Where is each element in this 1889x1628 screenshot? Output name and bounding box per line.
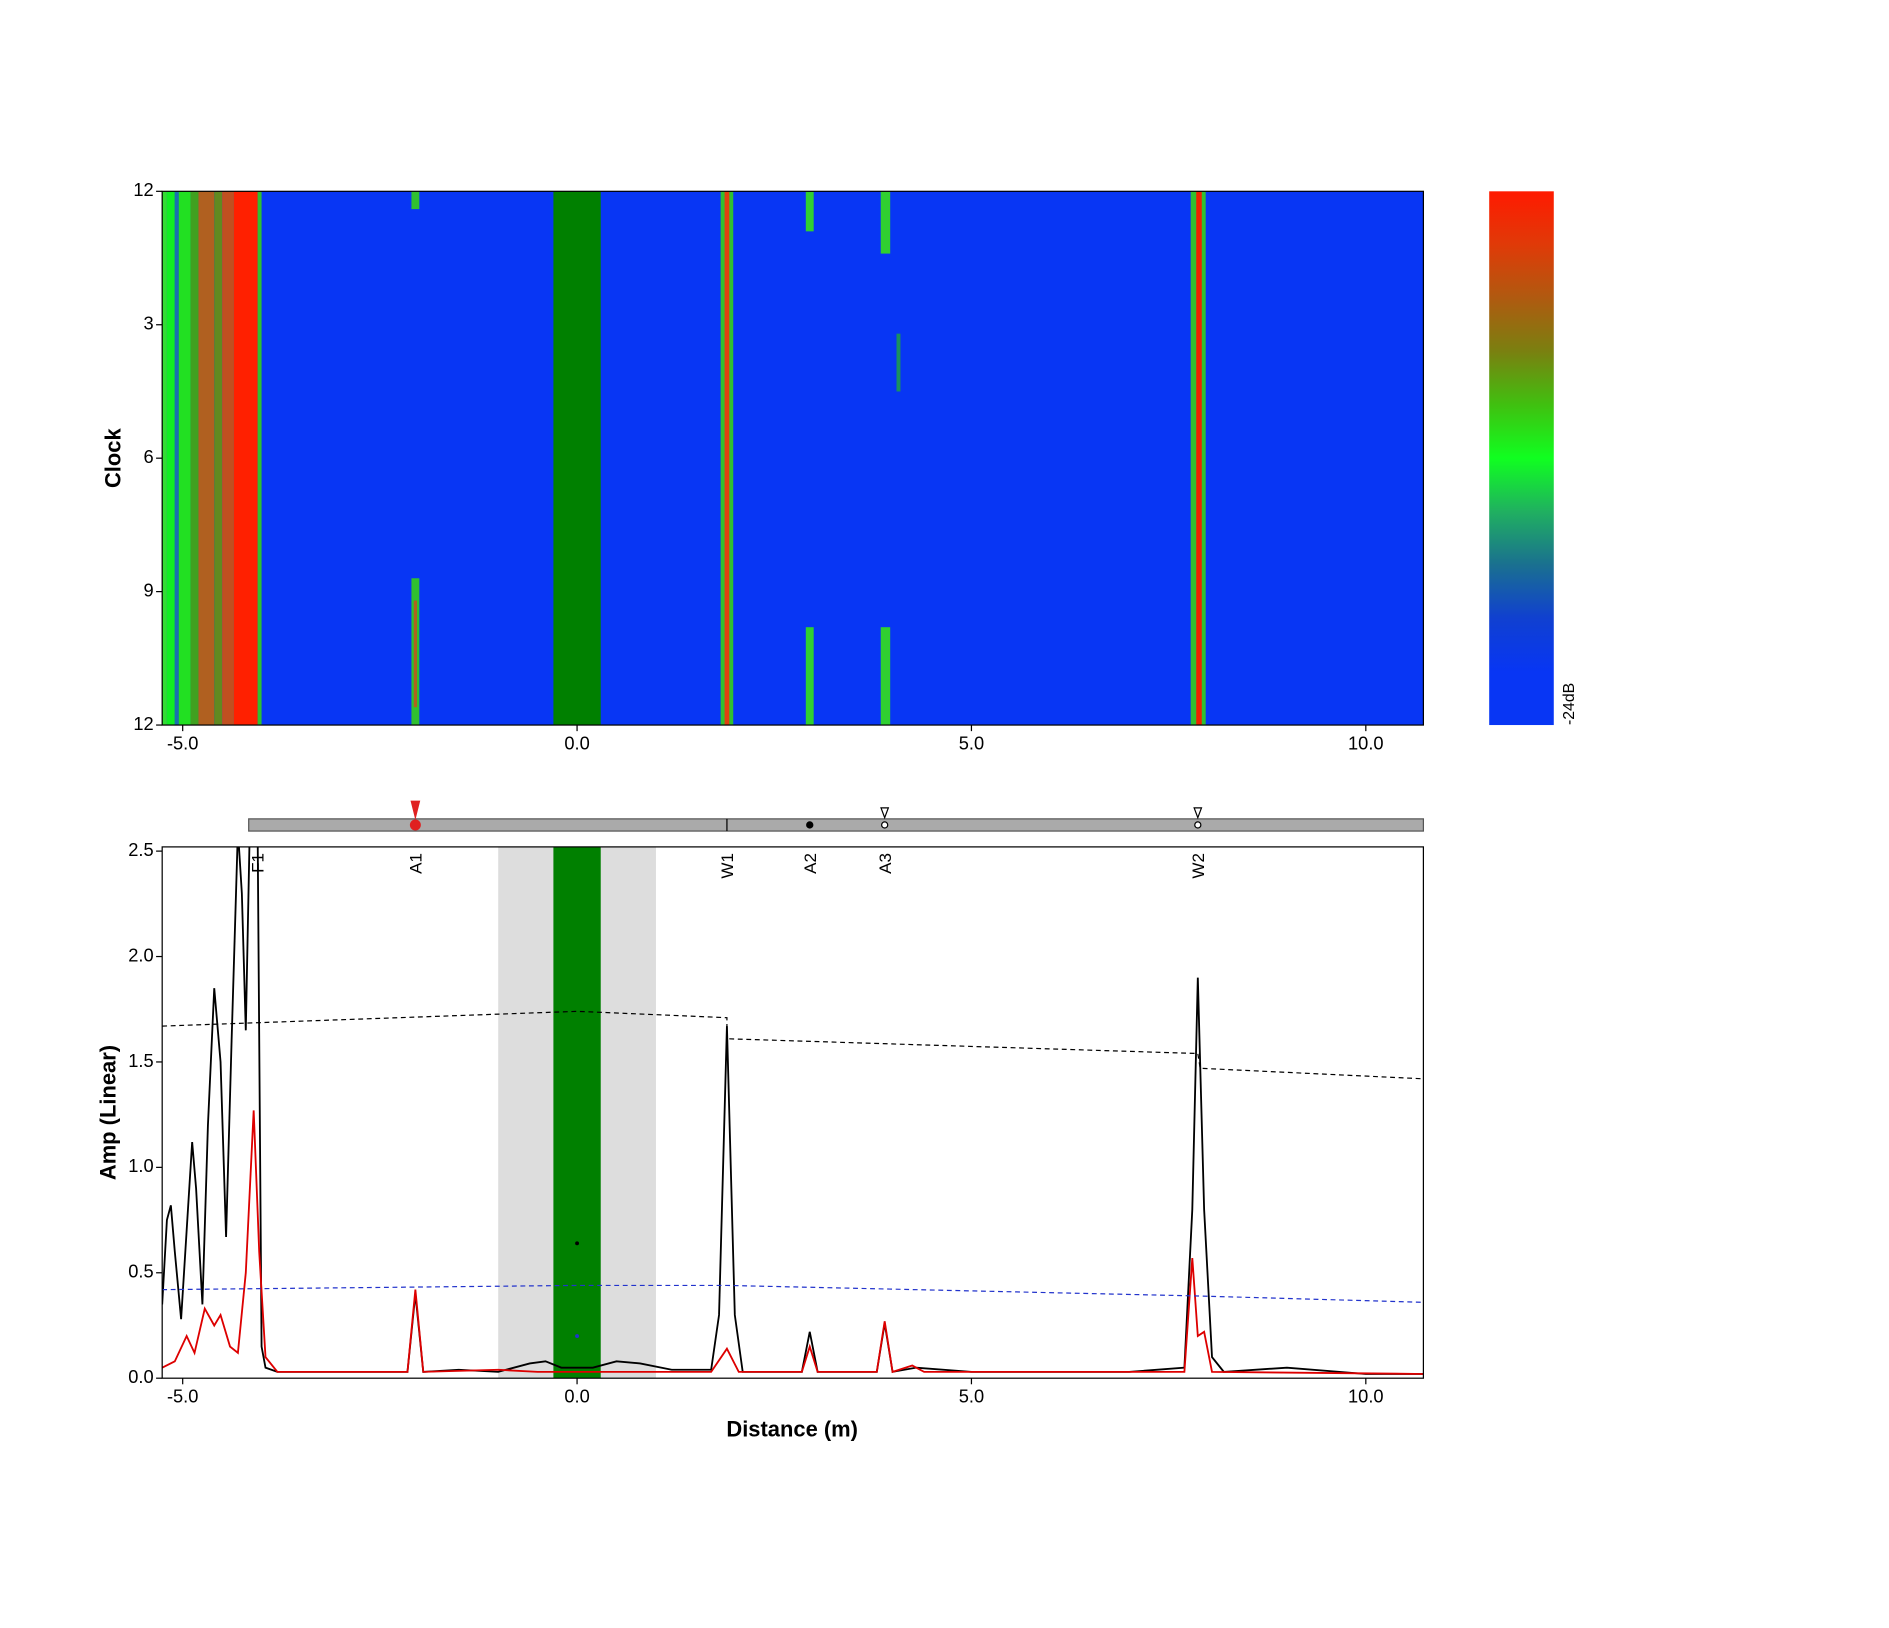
threshold-line (162, 1284, 1424, 1303)
heatmap-cell (162, 191, 167, 726)
signal-line (162, 846, 1424, 1375)
x-tick-label: 5.0 (959, 732, 984, 753)
heatmap-cell (805, 627, 814, 726)
feature-label: F1 (249, 853, 268, 873)
x-tick-label: 0.0 (564, 732, 589, 753)
feature-label: A3 (876, 853, 895, 874)
heatmap-cell (166, 191, 175, 726)
y-axis-title: Clock (100, 428, 125, 489)
point (575, 1241, 580, 1246)
x-tick-label: -5.0 (167, 732, 198, 753)
heatmap-cell (880, 191, 891, 254)
y-tick-label: 0.0 (128, 1366, 153, 1387)
heatmap-cell (257, 191, 262, 726)
heatmap-cell (174, 191, 179, 726)
heatmap-cell (553, 191, 601, 726)
feature-marker (410, 800, 421, 821)
feature-label: W1 (718, 853, 737, 879)
heatmap-cell (233, 191, 258, 726)
y-tick-label: 12 (133, 713, 153, 734)
y-tick-label: 9 (143, 579, 153, 600)
y-tick-label: 0.5 (128, 1261, 153, 1282)
heatmap-cell (413, 600, 417, 708)
heatmap-cell (724, 191, 730, 726)
x-axis-title: Distance (m) (726, 1416, 858, 1441)
heatmap-cell (222, 191, 234, 726)
x-tick-label: 10.0 (1348, 732, 1384, 753)
feature-marker (1193, 807, 1203, 820)
y-tick-label: 3 (143, 313, 153, 334)
y-tick-label: 1.5 (128, 1050, 153, 1071)
feature-marker (880, 807, 890, 820)
x-tick-label: 0.0 (564, 1386, 589, 1407)
y-tick-label: 2.5 (128, 839, 153, 860)
heatmap-cell (178, 191, 191, 726)
feature-bar (248, 818, 1425, 832)
feature-label: A2 (801, 853, 820, 874)
colorbar-label: -24dB (1561, 683, 1578, 725)
x-tick-label: -5.0 (167, 1386, 198, 1407)
feature-label: A1 (406, 853, 425, 874)
heatmap-cell (880, 627, 891, 726)
y-axis-title: Amp (Linear) (96, 1045, 121, 1180)
heatmap-cell (1196, 191, 1202, 726)
heatmap-cell (411, 191, 420, 210)
amplitude-plot (162, 846, 1424, 1379)
heatmap-cell (214, 191, 223, 726)
feature-marker (806, 821, 814, 829)
feature-marker (1194, 821, 1202, 829)
feature-marker (881, 821, 889, 829)
threshold-line (162, 1010, 1424, 1080)
colorbar (1489, 191, 1554, 726)
shaded-region (553, 846, 601, 1379)
y-tick-label: 12 (133, 179, 153, 200)
y-tick-label: 2.0 (128, 944, 153, 965)
heatmap-cell (190, 191, 199, 726)
heatmap-plot (162, 191, 1424, 726)
point (575, 1334, 580, 1338)
heatmap-cell (198, 191, 215, 726)
y-tick-label: 1.0 (128, 1155, 153, 1176)
x-tick-label: 5.0 (959, 1386, 984, 1407)
x-tick-label: 10.0 (1348, 1386, 1384, 1407)
amplitude-frame (161, 846, 1425, 1379)
heatmap-cell (896, 333, 901, 392)
feature-marker (409, 819, 421, 831)
feature-label: W2 (1189, 853, 1208, 879)
y-tick-label: 6 (143, 446, 153, 467)
heatmap-cell (805, 191, 814, 232)
annotations: -5.0 0.0 5.0 10.0 12 3 6 9 12 -5.0 0.0 5.0 10.0 0.0 0.… (128, 179, 1383, 1406)
heatmap-background (162, 191, 1424, 726)
signal-line (162, 1110, 1424, 1375)
